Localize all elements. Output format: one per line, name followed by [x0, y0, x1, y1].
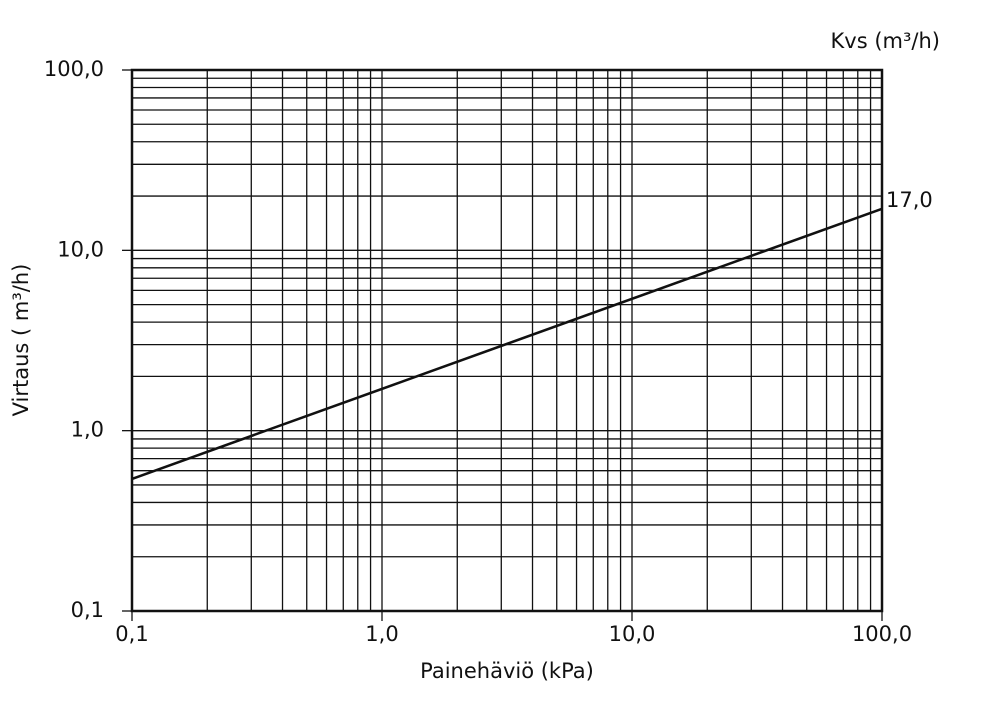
- y-tick-label: 0,1: [71, 598, 104, 622]
- y-tick-label: 10,0: [57, 237, 104, 261]
- data-line: [131, 207, 883, 481]
- y-tick-label: 100,0: [44, 57, 104, 81]
- x-tick-label: 100,0: [852, 622, 912, 646]
- x-tick-label: 0,1: [115, 622, 148, 646]
- x-axis-label: Painehäviö (kPa): [420, 659, 594, 683]
- y-tick-label: 1,0: [71, 418, 104, 442]
- legend-title: Kvs (m³/h): [831, 29, 940, 53]
- y-axis-label: Virtaus ( m³/h): [9, 264, 33, 417]
- series-label: 17,0: [886, 188, 933, 212]
- x-tick-label: 1,0: [365, 622, 398, 646]
- x-tick-label: 10,0: [609, 622, 656, 646]
- plot-frame: [130, 68, 884, 613]
